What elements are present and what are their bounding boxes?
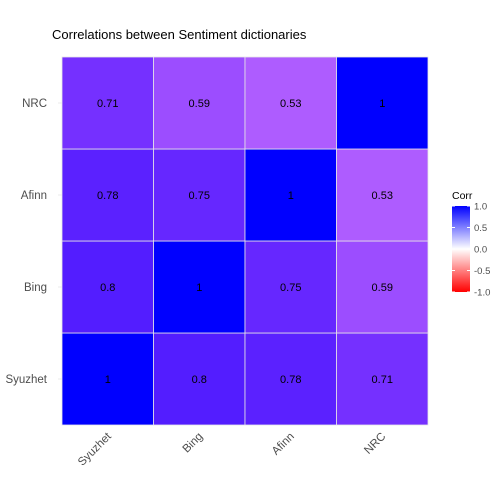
heatmap-cell-bing-nrc: [153, 56, 246, 150]
legend-tick-label: 1.0: [474, 202, 487, 213]
x-tick-label: NRC: [362, 431, 388, 457]
cell-value-label: 0.53: [372, 190, 393, 202]
cell-value-label: 1: [379, 98, 385, 110]
cell-value-label: 0.75: [189, 190, 210, 202]
cell-value-label: 0.8: [100, 282, 115, 294]
cell-value-label: 0.59: [189, 98, 210, 110]
y-tick-label: Syuzhet: [5, 374, 47, 386]
heatmap-cell-afinn-syuzhet: [244, 332, 337, 426]
legend-tick-label: 0.5: [474, 223, 487, 234]
legend-tick-label: -0.5: [474, 266, 490, 277]
heatmap-cell-bing-syuzhet: [153, 332, 246, 426]
y-tick-label: Afinn: [21, 190, 47, 202]
y-tick-label: NRC: [22, 98, 47, 110]
cell-value-label: 0.8: [192, 374, 207, 386]
x-tick-label: Afinn: [270, 431, 297, 458]
legend-colorbar: [452, 206, 470, 292]
cell-value-labels: 1 0.8 0.78 0.71 0.8 1 0.75 0.59 0.78 0.75 1 0.53 0.7…: [97, 98, 393, 386]
legend-tick-label: -1.0: [474, 288, 490, 299]
heatmap-cell-afinn-afinn: [244, 148, 337, 242]
heatmap-cell-syuzhet-afinn: [61, 148, 154, 242]
chart-title: Correlations between Sentiment dictionar…: [52, 27, 307, 42]
legend: Corr 1.0 0.5 0.0 -0.5 -1.0: [452, 190, 490, 299]
cell-value-label: 0.78: [97, 190, 118, 202]
legend-title: Corr: [452, 190, 473, 202]
y-tick-label: Bing: [24, 282, 47, 294]
x-tick-label: Syuzhet: [76, 430, 114, 468]
heatmap-cell-afinn-nrc: [244, 56, 337, 150]
cell-value-label: 0.71: [372, 374, 393, 386]
heatmap-cell-nrc-bing: [336, 240, 429, 334]
x-tick-label: Bing: [181, 431, 206, 456]
heatmap-cell-nrc-afinn: [336, 148, 429, 242]
y-axis: Syuzhet Bing Afinn NRC: [5, 98, 62, 386]
heatmap-cell-syuzhet-nrc: [61, 56, 154, 150]
cell-value-label: 1: [288, 190, 294, 202]
heatmap-cell-nrc-nrc: [336, 56, 429, 150]
cell-value-label: 0.53: [280, 98, 301, 110]
legend-tick-label: 0.0: [474, 245, 487, 256]
heatmap-cells: [61, 56, 429, 426]
cell-value-label: 0.71: [97, 98, 118, 110]
cell-value-label: 1: [105, 374, 111, 386]
heatmap-cell-nrc-syuzhet: [336, 332, 429, 426]
legend-ticks: 1.0 0.5 0.0 -0.5 -1.0: [452, 202, 490, 299]
cell-value-label: 0.59: [372, 282, 393, 294]
x-axis: Syuzhet Bing Afinn NRC: [76, 430, 388, 468]
cell-value-label: 0.75: [280, 282, 301, 294]
cell-value-label: 0.78: [280, 374, 301, 386]
cell-value-label: 1: [196, 282, 202, 294]
heatmap-cell-bing-bing: [153, 240, 246, 334]
